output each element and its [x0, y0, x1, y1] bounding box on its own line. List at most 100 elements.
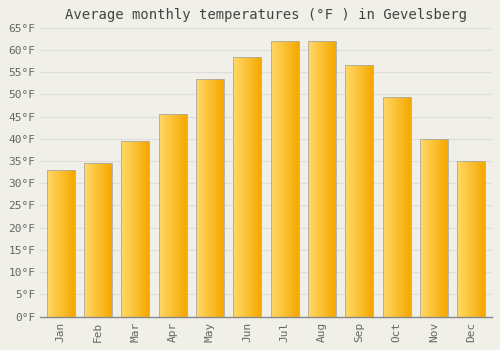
Bar: [314, 41, 316, 316]
Bar: [345, 65, 346, 316]
Bar: [99, 163, 100, 316]
Bar: [403, 97, 404, 316]
Bar: [90, 163, 92, 316]
Bar: [316, 41, 318, 316]
Bar: [473, 161, 474, 316]
Bar: [478, 161, 480, 316]
Bar: [295, 41, 296, 316]
Bar: [69, 170, 70, 316]
Bar: [58, 170, 59, 316]
Bar: [202, 79, 203, 316]
Bar: [446, 139, 447, 316]
Bar: [270, 41, 298, 316]
Bar: [387, 97, 388, 316]
Bar: [111, 163, 112, 316]
Bar: [293, 41, 294, 316]
Bar: [359, 65, 360, 316]
Bar: [361, 65, 362, 316]
Bar: [106, 163, 108, 316]
Bar: [270, 41, 272, 316]
Bar: [323, 41, 324, 316]
Bar: [476, 161, 477, 316]
Bar: [148, 141, 150, 316]
Bar: [132, 141, 134, 316]
Bar: [333, 41, 334, 316]
Bar: [258, 57, 260, 316]
Bar: [129, 141, 130, 316]
Bar: [284, 41, 286, 316]
Bar: [281, 41, 282, 316]
Bar: [334, 41, 335, 316]
Bar: [404, 97, 405, 316]
Bar: [238, 57, 239, 316]
Bar: [218, 79, 220, 316]
Bar: [166, 114, 167, 316]
Bar: [100, 163, 101, 316]
Bar: [50, 170, 51, 316]
Bar: [109, 163, 110, 316]
Bar: [440, 139, 442, 316]
Bar: [125, 141, 126, 316]
Bar: [240, 57, 242, 316]
Bar: [458, 161, 459, 316]
Bar: [475, 161, 476, 316]
Bar: [158, 114, 160, 316]
Bar: [66, 170, 68, 316]
Bar: [211, 79, 212, 316]
Bar: [372, 65, 373, 316]
Bar: [249, 57, 250, 316]
Bar: [461, 161, 462, 316]
Bar: [429, 139, 430, 316]
Bar: [382, 97, 410, 316]
Bar: [472, 161, 473, 316]
Bar: [296, 41, 297, 316]
Bar: [470, 161, 471, 316]
Bar: [214, 79, 216, 316]
Bar: [402, 97, 403, 316]
Bar: [312, 41, 314, 316]
Bar: [401, 97, 402, 316]
Bar: [422, 139, 424, 316]
Bar: [424, 139, 426, 316]
Bar: [172, 114, 174, 316]
Bar: [389, 97, 390, 316]
Bar: [468, 161, 469, 316]
Bar: [382, 97, 384, 316]
Bar: [317, 41, 318, 316]
Bar: [222, 79, 223, 316]
Bar: [179, 114, 180, 316]
Bar: [279, 41, 280, 316]
Bar: [160, 114, 162, 316]
Bar: [428, 139, 429, 316]
Bar: [421, 139, 422, 316]
Bar: [56, 170, 57, 316]
Bar: [294, 41, 295, 316]
Bar: [282, 41, 284, 316]
Bar: [248, 57, 249, 316]
Bar: [185, 114, 186, 316]
Bar: [94, 163, 96, 316]
Bar: [253, 57, 254, 316]
Bar: [196, 79, 224, 316]
Bar: [390, 97, 391, 316]
Bar: [62, 170, 64, 316]
Bar: [57, 170, 58, 316]
Title: Average monthly temperatures (°F ) in Gevelsberg: Average monthly temperatures (°F ) in Ge…: [65, 8, 467, 22]
Bar: [176, 114, 178, 316]
Bar: [234, 57, 235, 316]
Bar: [240, 57, 241, 316]
Bar: [351, 65, 352, 316]
Bar: [164, 114, 165, 316]
Bar: [104, 163, 106, 316]
Bar: [206, 79, 207, 316]
Bar: [143, 141, 144, 316]
Bar: [139, 141, 140, 316]
Bar: [464, 161, 466, 316]
Bar: [123, 141, 124, 316]
Bar: [398, 97, 400, 316]
Bar: [308, 41, 309, 316]
Bar: [434, 139, 435, 316]
Bar: [277, 41, 278, 316]
Bar: [223, 79, 224, 316]
Bar: [432, 139, 433, 316]
